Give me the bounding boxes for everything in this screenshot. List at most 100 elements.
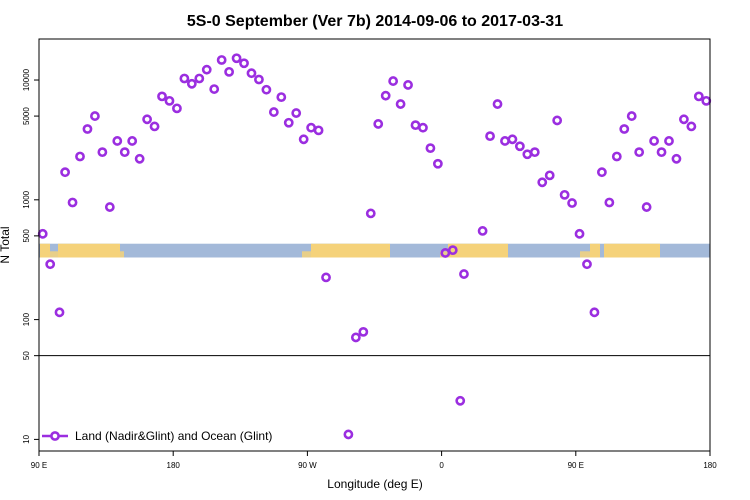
data-point <box>373 119 384 129</box>
data-point <box>380 90 391 101</box>
data-point <box>276 92 287 103</box>
data-point <box>522 149 533 160</box>
data-point <box>90 111 100 121</box>
data-point <box>298 134 309 145</box>
y-tick-label: 10000 <box>22 68 31 91</box>
data-point <box>679 114 689 125</box>
data-point <box>447 245 458 256</box>
data-point <box>172 103 182 114</box>
data-point <box>477 226 488 236</box>
data-point <box>492 99 503 109</box>
coast-fragment <box>50 251 58 258</box>
y-tick-label: 1000 <box>22 190 31 208</box>
data-point <box>418 122 428 133</box>
land-segment-africa <box>448 243 508 258</box>
data-point <box>589 307 600 318</box>
data-point <box>291 108 302 118</box>
data-point <box>455 395 466 406</box>
plot-frame <box>38 38 711 452</box>
data-point <box>231 53 242 64</box>
data-point <box>664 136 674 146</box>
data-point <box>544 170 555 181</box>
data-point <box>313 125 324 136</box>
data-point <box>239 58 249 69</box>
data-point <box>701 95 712 106</box>
data-point <box>54 307 65 318</box>
data-point <box>321 272 331 283</box>
x-tick-label: 90 E <box>31 461 47 470</box>
legend-label: Land (Nadir&Glint) and Ocean (Glint) <box>75 429 272 443</box>
data-point <box>350 332 361 343</box>
data-point <box>142 114 153 125</box>
data-point <box>582 259 592 270</box>
coast-fragment <box>580 251 590 258</box>
data-point <box>179 73 190 84</box>
data-point <box>127 136 138 146</box>
data-point <box>67 197 78 208</box>
data-point <box>201 64 212 75</box>
x-tick-label: 90 W <box>298 461 317 470</box>
data-point <box>574 228 585 239</box>
land-segment-indonesia <box>40 243 50 258</box>
land-segment-americas <box>311 243 390 258</box>
y-tick-label: 100 <box>22 312 31 326</box>
coast-fragment <box>440 251 448 258</box>
y-tick-label: 5000 <box>22 107 31 125</box>
y-axis: 10 50 100 500 1000 5000 10000 <box>22 68 39 444</box>
data-point <box>186 78 197 89</box>
land-segment-australia-east <box>604 243 660 258</box>
data-point <box>552 115 563 126</box>
data-point <box>656 147 667 158</box>
x-axis: 90 E 180 90 W 0 90 E 180 <box>31 451 717 470</box>
data-point <box>634 147 645 158</box>
legend: Land (Nadir&Glint) and Ocean (Glint) <box>42 429 272 443</box>
data-point <box>459 269 469 279</box>
data-point <box>134 153 145 164</box>
data-point <box>358 326 369 337</box>
data-point <box>619 124 630 134</box>
data-point <box>119 147 130 158</box>
data-point <box>559 189 570 200</box>
data-point <box>671 153 682 164</box>
data-point <box>395 99 406 109</box>
y-tick-label: 10 <box>22 434 31 443</box>
data-point <box>507 134 518 145</box>
data-point <box>529 147 540 158</box>
y-tick-label: 500 <box>22 229 31 243</box>
data-point <box>268 107 279 117</box>
data-point <box>500 136 510 146</box>
land-segment-indonesia-west <box>590 243 600 258</box>
data-point <box>626 111 637 121</box>
data-point <box>149 121 160 132</box>
data-point <box>649 136 659 146</box>
data-points <box>37 53 712 440</box>
data-point <box>604 197 615 208</box>
data-point <box>641 202 652 212</box>
data-point <box>693 91 704 102</box>
x-tick-label: 0 <box>439 461 444 470</box>
chart-title: 5S-0 September (Ver 7b) 2014-09-06 to 20… <box>187 13 563 30</box>
data-point <box>254 74 264 85</box>
data-point <box>432 158 443 169</box>
data-point <box>403 80 413 90</box>
data-point <box>104 202 115 212</box>
legend-marker <box>50 431 60 441</box>
y-axis-label: N Total <box>0 226 12 263</box>
data-point <box>164 95 175 106</box>
data-point <box>306 122 317 133</box>
data-point <box>343 429 354 440</box>
data-point <box>425 143 436 154</box>
land-segment-australia <box>58 243 120 258</box>
data-point <box>216 55 227 65</box>
x-tick-label: 180 <box>703 461 717 470</box>
data-point <box>283 117 294 128</box>
data-point <box>596 167 607 178</box>
data-point <box>97 147 108 158</box>
data-point <box>537 177 548 188</box>
data-point <box>388 76 399 86</box>
x-axis-label: Longitude (deg E) <box>327 477 422 491</box>
data-point <box>60 167 70 178</box>
data-point <box>611 151 622 162</box>
data-point <box>261 84 272 95</box>
